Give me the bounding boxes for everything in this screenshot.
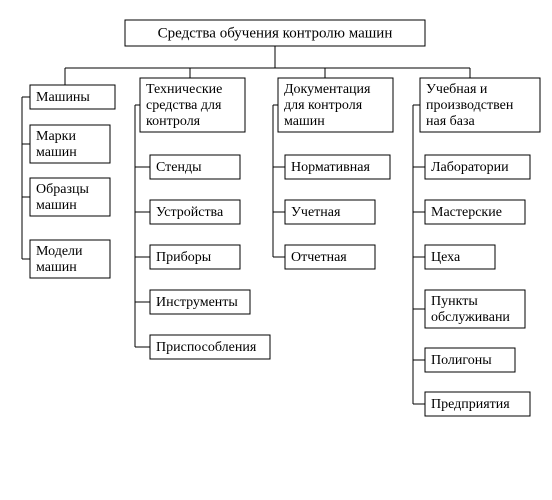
leaf-label: Инструменты [156,295,238,310]
branch-header-label: средства для [146,98,222,113]
leaf-label: Учетная [291,205,341,220]
leaf-label: машин [36,260,77,275]
branch-header-label: контроля [146,114,201,129]
leaf-label: Цеха [431,250,461,265]
leaf-label: Полигоны [431,353,492,368]
leaf-label: машин [36,198,77,213]
branch-header-label: ная база [426,114,476,129]
leaf-label: Марки [36,129,76,144]
branch-header-label: Учебная и [426,82,488,97]
root-label: Средства обучения контролю машин [158,25,393,41]
leaf-label: Приспособления [156,340,257,355]
branch-header-label: машин [284,114,325,129]
leaf-label: Модели [36,244,83,259]
leaf-label: Образцы [36,182,89,197]
leaf-label: Пункты [431,294,478,309]
leaf-label: Предприятия [431,397,510,412]
branch-header-label: Машины [36,90,90,105]
leaf-label: Стенды [156,160,202,175]
branch-header-label: Документация [284,82,371,97]
leaf-label: Нормативная [291,160,370,175]
branch-header-label: для контроля [284,98,363,113]
leaf-label: Лаборатории [431,160,509,175]
leaf-label: Устройства [156,205,224,220]
leaf-label: обслуживани [431,310,510,325]
leaf-label: машин [36,145,77,160]
branch-header-label: Технические [146,82,222,97]
hierarchy-diagram: Средства обучения контролю машин Машины Ма… [0,0,552,500]
leaf-label: Приборы [156,250,212,265]
leaf-label: Мастерские [431,205,502,220]
branch-header-label: производствен [426,98,514,113]
leaf-label: Отчетная [291,250,347,265]
